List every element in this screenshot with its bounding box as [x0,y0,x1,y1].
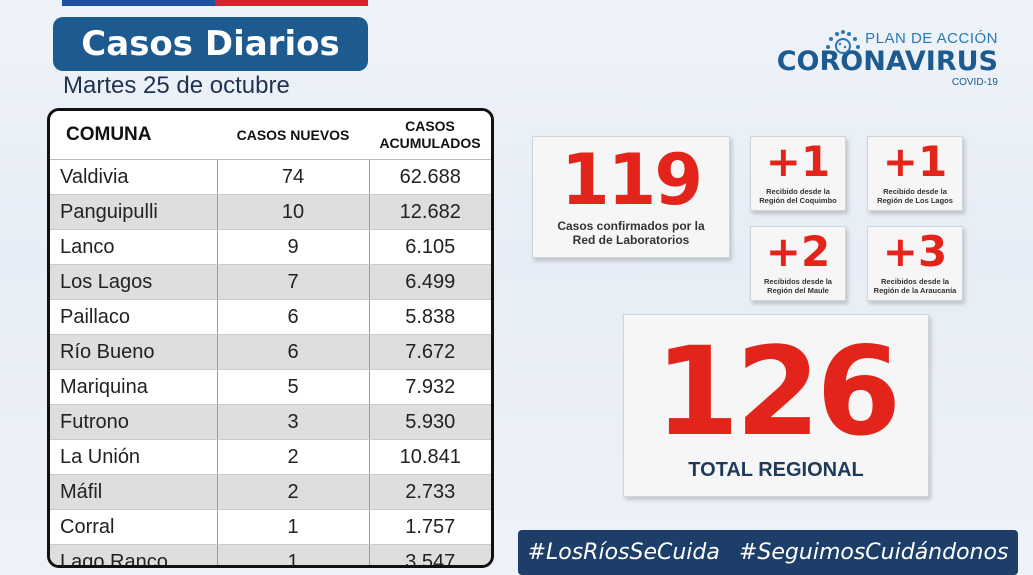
lab-cases-value: 119 [560,139,703,221]
cell-comuna: Corral [50,509,218,545]
cell-casos-acumulados: 12.682 [369,194,491,230]
cell-casos-nuevos: 1 [217,509,370,545]
cell-comuna: Panguipulli [50,194,218,230]
cell-comuna: Futrono [50,404,218,440]
table-row: Mariquina 5 7.932 [50,369,491,405]
cell-comuna: Río Bueno [50,334,218,370]
cell-casos-acumulados: 1.757 [369,509,491,545]
top-stripe [62,0,368,6]
cell-comuna: Valdivia [50,159,218,195]
table-body: Valdivia 74 62.688 Panguipulli 10 12.682 Lanco… [50,159,491,565]
table-row: Paillaco 6 5.838 [50,299,491,335]
table-row: Panguipulli 10 12.682 [50,194,491,230]
cell-casos-nuevos: 74 [217,159,370,195]
virus-icon [826,30,860,54]
cell-comuna: Paillaco [50,299,218,335]
table-row: Los Lagos 7 6.499 [50,264,491,300]
cell-comuna: La Unión [50,439,218,475]
table-row: Valdivia 74 62.688 [50,159,491,195]
cell-casos-nuevos: 2 [217,439,370,475]
cell-comuna: Lago Ranco [50,544,218,565]
cell-casos-nuevos: 7 [217,264,370,300]
los-lagos-card: +1 Recibido desde la Región de Los Lagos [867,136,963,211]
coquimbo-label-1: Recibido desde la [766,187,830,196]
maule-label-1: Recibidos desde la [764,277,832,286]
lab-cases-card: 119 Casos confirmados por la Red de Labo… [532,136,730,258]
araucania-card: +3 Recibidos desde la Región de la Arauc… [867,226,963,301]
cases-table: COMUNA CASOS NUEVOS CASOS ACUMULADOS Val… [50,111,491,565]
total-regional-card: 126 TOTAL REGIONAL [623,314,929,497]
cell-casos-acumulados: 62.688 [369,159,491,195]
cell-casos-nuevos: 6 [217,334,370,370]
cases-table-card: COMUNA CASOS NUEVOS CASOS ACUMULADOS Val… [47,108,494,568]
coronavirus-logo: PLAN DE ACCIÓN CORONAVIRUS COVID-19 [748,30,998,100]
coquimbo-value: +1 [765,137,831,186]
araucania-value: +3 [882,227,948,276]
logo-main-text: CORONAVIRUS [776,46,998,77]
table-row: Lago Ranco 1 3.547 [50,544,491,565]
cell-casos-nuevos: 9 [217,229,370,265]
cell-casos-acumulados: 3.547 [369,544,491,565]
table-row: Corral 1 1.757 [50,509,491,545]
cell-casos-nuevos: 10 [217,194,370,230]
header-casos-acumulados-text: CASOS ACUMULADOS [379,118,481,151]
los-lagos-value: +1 [882,137,948,186]
header-comuna: COMUNA [50,111,217,160]
cell-casos-nuevos: 6 [217,299,370,335]
hashtag-los-rios: #LosRíosSeCuida [527,540,720,565]
cell-casos-nuevos: 2 [217,474,370,510]
maule-label-2: Región del Maule [767,286,829,295]
araucania-label-1: Recibidos desde la [881,277,949,286]
cell-casos-acumulados: 5.930 [369,404,491,440]
cell-casos-acumulados: 6.105 [369,229,491,265]
araucania-label-2: Región de la Araucanía [873,286,957,295]
cell-casos-nuevos: 1 [217,544,370,565]
header-casos-acumulados: CASOS ACUMULADOS [369,111,491,160]
table-row: Máfil 2 2.733 [50,474,491,510]
lab-cases-label-1: Casos confirmados por la [557,219,705,233]
table-header-row: COMUNA CASOS NUEVOS CASOS ACUMULADOS [50,111,491,160]
maule-value: +2 [765,227,831,276]
table-row: Río Bueno 6 7.672 [50,334,491,370]
cell-casos-nuevos: 5 [217,369,370,405]
logo-plan-text: PLAN DE ACCIÓN [865,30,998,47]
table-row: Futrono 3 5.930 [50,404,491,440]
table-row: La Unión 2 10.841 [50,439,491,475]
cell-comuna: Máfil [50,474,218,510]
cell-casos-acumulados: 5.838 [369,299,491,335]
header-casos-nuevos: CASOS NUEVOS [217,111,369,160]
cell-casos-acumulados: 7.672 [369,334,491,370]
cell-comuna: Lanco [50,229,218,265]
maule-card: +2 Recibidos desde la Región del Maule [750,226,846,301]
date-label: Martes 25 de octubre [63,72,290,99]
cell-comuna: Los Lagos [50,264,218,300]
total-regional-value: 126 [654,321,902,463]
cell-casos-nuevos: 3 [217,404,370,440]
lab-cases-label-2: Red de Laboratorios [572,233,690,247]
hashtag-bar: #LosRíosSeCuida #SeguimosCuidándonos [518,530,1018,575]
cell-comuna: Mariquina [50,369,218,405]
total-regional-label: TOTAL REGIONAL [688,459,864,481]
los-lagos-label-2: Región de Los Lagos [877,196,953,205]
logo-sub-text: COVID-19 [951,77,998,88]
cell-casos-acumulados: 2.733 [369,474,491,510]
hashtag-seguimos: #SeguimosCuidándonos [739,540,1009,565]
page-title: Casos Diarios [53,17,368,71]
coquimbo-card: +1 Recibido desde la Región del Coquimbo [750,136,846,211]
table-row: Lanco 9 6.105 [50,229,491,265]
cell-casos-acumulados: 10.841 [369,439,491,475]
los-lagos-label-1: Recibido desde la [883,187,947,196]
coquimbo-label-2: Región del Coquimbo [759,196,837,205]
cell-casos-acumulados: 7.932 [369,369,491,405]
cell-casos-acumulados: 6.499 [369,264,491,300]
